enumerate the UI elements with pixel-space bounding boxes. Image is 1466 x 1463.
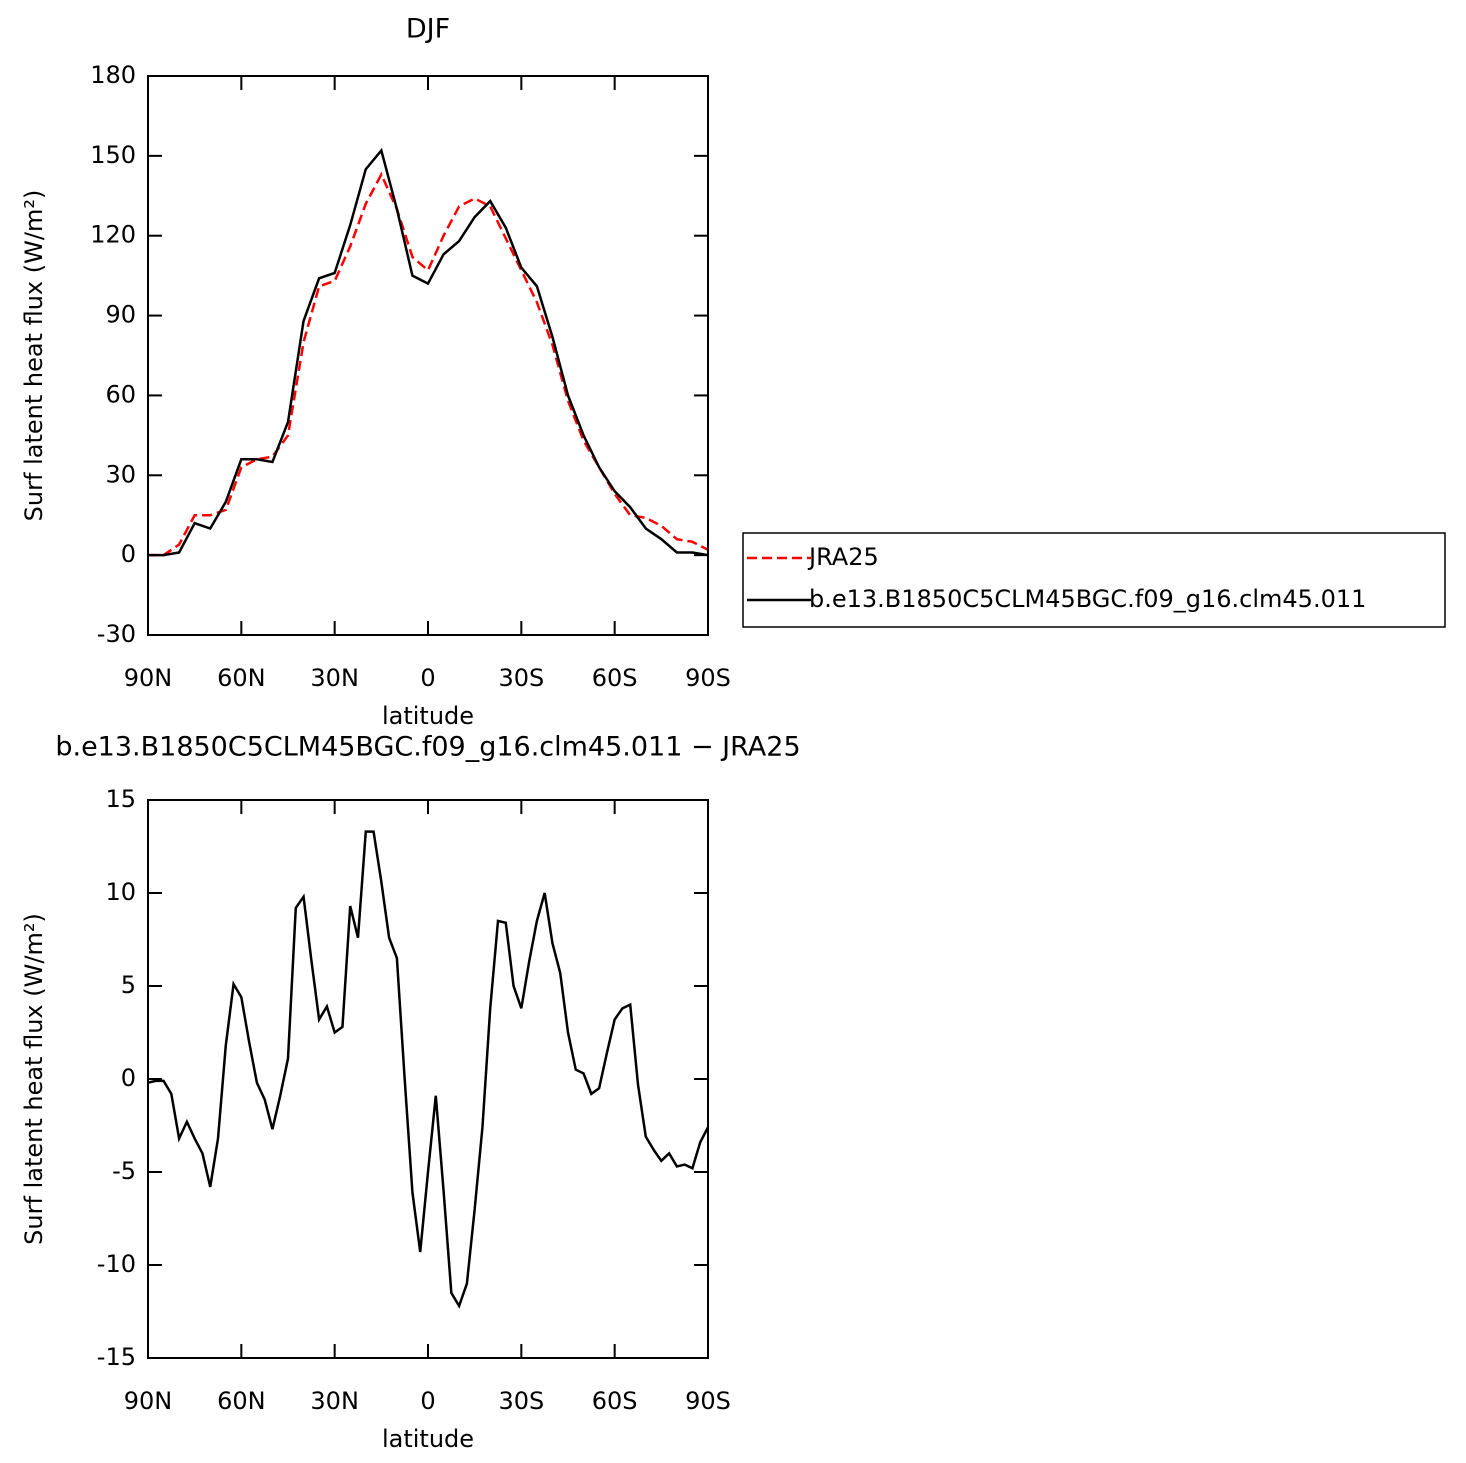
y-tick-label: 5 — [121, 971, 136, 999]
y-tick-label: -10 — [97, 1250, 136, 1278]
y-tick-label: 30 — [105, 460, 136, 488]
y-tick-label: 150 — [90, 141, 136, 169]
x-tick-label: 30N — [310, 1387, 359, 1415]
y-tick-label: 60 — [105, 380, 136, 408]
y-axis-label: Surf latent heat flux (W/m²) — [20, 913, 48, 1245]
data-line — [148, 147, 709, 557]
x-tick-label: 90N — [124, 1387, 173, 1415]
y-tick-label: 180 — [90, 61, 136, 89]
data-line — [147, 830, 710, 1309]
x-tick-label: 90N — [124, 664, 173, 692]
x-tick-label: 60S — [592, 664, 638, 692]
y-axis-label: Surf latent heat flux (W/m²) — [20, 190, 48, 522]
data-line — [148, 171, 709, 557]
y-tick-label: -30 — [97, 620, 136, 648]
legend-label: b.e13.B1850C5CLM45BGC.f09_g16.clm45.011 — [809, 585, 1366, 613]
y-tick-label: -5 — [112, 1157, 136, 1185]
x-axis-label: latitude — [382, 702, 474, 730]
y-tick-label: 10 — [105, 878, 136, 906]
x-tick-label: 30N — [310, 664, 359, 692]
x-tick-label: 30S — [498, 664, 544, 692]
x-tick-label: 60N — [217, 664, 266, 692]
y-tick-label: 0 — [121, 1064, 136, 1092]
plot-frame — [147, 75, 709, 636]
x-tick-label: 90S — [685, 1387, 731, 1415]
y-tick-label: 90 — [105, 301, 136, 329]
chart-title: b.e13.B1850C5CLM45BGC.f09_g16.clm45.011 … — [55, 732, 800, 763]
x-tick-label: 30S — [498, 1387, 544, 1415]
legend-label: JRA25 — [807, 543, 879, 571]
x-tick-label: 0 — [420, 1387, 435, 1415]
plot-frame — [147, 799, 709, 1359]
y-tick-label: -15 — [97, 1343, 136, 1371]
y-tick-label: 0 — [121, 540, 136, 568]
x-tick-label: 60S — [592, 1387, 638, 1415]
y-tick-label: 120 — [90, 221, 136, 249]
x-tick-label: 90S — [685, 664, 731, 692]
x-axis-label: latitude — [382, 1425, 474, 1453]
x-tick-label: 0 — [420, 664, 435, 692]
y-tick-label: 15 — [105, 785, 136, 813]
legend-box — [742, 532, 1446, 628]
chart-title: DJF — [406, 14, 450, 45]
x-tick-label: 60N — [217, 1387, 266, 1415]
